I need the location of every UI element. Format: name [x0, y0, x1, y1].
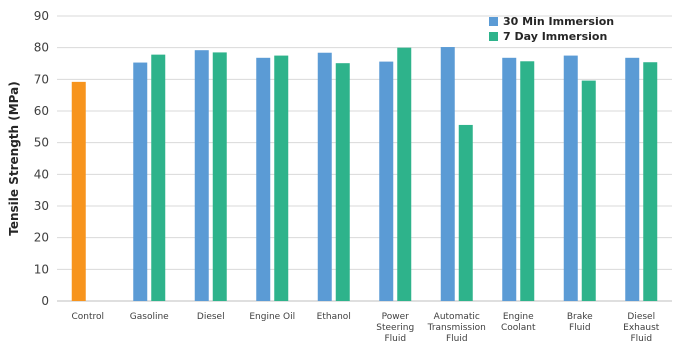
y-tick-label: 70: [34, 72, 49, 86]
x-category-label-line: Fluid: [384, 334, 406, 343]
x-category-label-line: Diesel: [627, 312, 655, 322]
y-tick-label: 60: [34, 104, 49, 118]
bar-7day: [643, 62, 658, 301]
x-category-label: Gasoline: [130, 312, 169, 322]
legend-swatch: [489, 17, 498, 26]
x-category-label: Control: [71, 312, 104, 322]
y-axis-title: Tensile Strength (MPa): [7, 81, 21, 235]
legend-label: 30 Min Immersion: [503, 15, 614, 28]
bar-30min: [133, 62, 148, 301]
x-category-label-line: Fluid: [569, 323, 591, 333]
y-tick-label: 20: [34, 231, 49, 245]
bar-30min: [256, 57, 271, 301]
x-category-label-line: Engine Oil: [249, 312, 295, 322]
bar-30min: [440, 47, 455, 302]
bar-30min: [625, 57, 640, 301]
x-category-label-line: Gasoline: [130, 312, 169, 322]
x-category-label-line: Exhaust: [623, 323, 660, 333]
x-category-label-line: Fluid: [630, 334, 652, 343]
bar-30min: [379, 61, 394, 301]
bar-7day: [397, 47, 412, 301]
bar-7day: [335, 63, 350, 301]
x-category-label: Brake Fluid: [567, 312, 593, 333]
x-category-label-line: Transmission: [427, 323, 486, 333]
bar-30min: [194, 50, 209, 302]
x-category-label-line: Automatic: [434, 312, 480, 322]
bar-30min: [502, 57, 517, 301]
x-category-label-line: Control: [71, 312, 104, 322]
y-tick-label: 90: [34, 9, 49, 23]
y-tick-label: 10: [34, 262, 49, 276]
bar-30min: [317, 52, 332, 301]
x-category-label: Power Steering Fluid: [376, 312, 414, 343]
x-category-label: Diesel: [197, 312, 225, 322]
bar-7day: [581, 80, 596, 301]
x-category-label-line: Engine: [503, 312, 534, 322]
bar-7day: [458, 124, 473, 301]
bar-7day: [212, 52, 227, 301]
x-category-label-line: Brake: [567, 312, 593, 322]
legend-label: 7 Day Immersion: [503, 30, 607, 43]
x-category-label-line: Steering: [376, 323, 414, 333]
y-tick-label: 80: [34, 41, 49, 55]
legend-swatch: [489, 32, 498, 41]
x-category-label-line: Power: [382, 312, 410, 322]
bar-7day: [151, 54, 166, 302]
y-tick-label: 0: [41, 294, 49, 308]
bar-control: [71, 81, 86, 301]
x-category-label-line: Ethanol: [317, 312, 351, 322]
x-category-label-line: Fluid: [446, 334, 468, 343]
y-tick-label: 50: [34, 136, 49, 150]
x-category-label: Ethanol: [317, 312, 351, 322]
bar-7day: [274, 55, 289, 302]
x-category-label-line: Coolant: [501, 323, 536, 333]
x-category-label: Engine Oil: [249, 312, 295, 322]
x-category-label: Diesel Exhaust Fluid: [623, 312, 660, 343]
y-tick-label: 30: [34, 199, 49, 213]
x-category-label: Automatic Transmission Fluid: [427, 312, 486, 343]
y-tick-label: 40: [34, 167, 49, 181]
x-category-label-line: Diesel: [197, 312, 225, 322]
bar-30min: [563, 55, 578, 302]
bar-7day: [520, 61, 535, 302]
x-category-label: Engine Coolant: [501, 312, 536, 333]
